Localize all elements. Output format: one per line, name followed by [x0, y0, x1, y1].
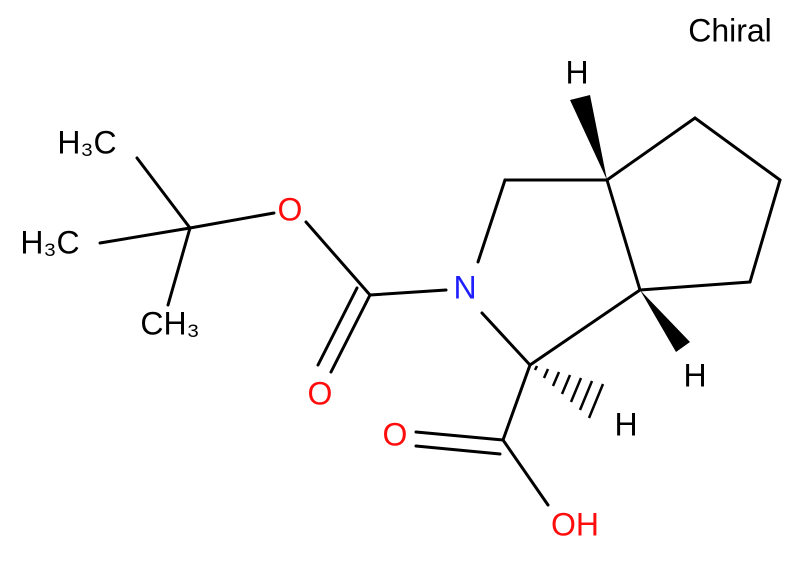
atom-label: N — [453, 269, 476, 305]
bond — [188, 211, 276, 230]
atom-label: H — [683, 357, 706, 393]
atom-label: H — [565, 54, 588, 90]
bond — [98, 226, 192, 245]
bond — [605, 116, 697, 182]
bond — [748, 178, 782, 284]
bond — [693, 116, 782, 182]
atom-label: O — [383, 416, 408, 452]
bond — [316, 286, 359, 367]
bond — [414, 430, 505, 442]
hashed-bond — [533, 365, 605, 419]
bond — [480, 311, 532, 367]
atom-label: CH₃ — [140, 305, 199, 341]
wedge-bond — [640, 290, 690, 352]
atom-label: H₃C — [20, 224, 79, 260]
atom-label: O — [308, 375, 333, 411]
bond — [501, 438, 550, 507]
bond — [414, 444, 502, 456]
chiral-label: Chiral — [688, 12, 772, 48]
bond — [304, 220, 372, 297]
bond — [368, 288, 448, 297]
bond — [638, 280, 752, 292]
bond — [476, 178, 507, 264]
atom-label: H — [614, 406, 637, 442]
atom-label: O — [278, 191, 303, 227]
atom-label: OH — [551, 506, 599, 542]
bond — [528, 288, 642, 367]
bond — [605, 178, 642, 292]
bonds — [98, 95, 782, 507]
bond — [166, 226, 192, 307]
atom-label: H₃C — [57, 124, 116, 160]
bond — [135, 156, 192, 230]
wedge-bond — [570, 95, 607, 180]
bond — [501, 363, 532, 442]
bond — [329, 293, 372, 374]
